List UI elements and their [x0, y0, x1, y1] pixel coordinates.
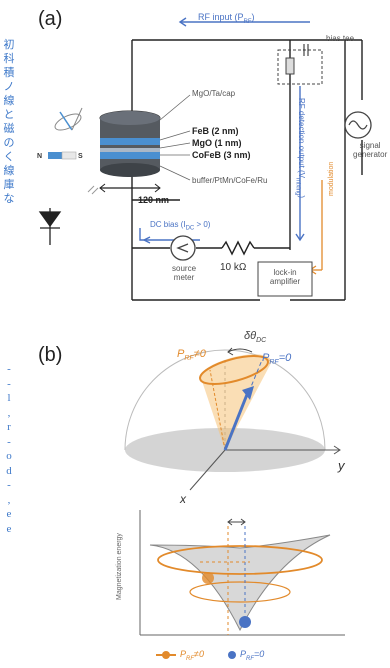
width-label: 120 nm: [138, 195, 170, 205]
side-char: e: [6, 522, 12, 535]
side-char: 線: [3, 165, 15, 177]
panel-b-label: (b): [38, 344, 63, 366]
side-char: e: [6, 508, 12, 520]
axis-y-label: y: [338, 458, 345, 473]
layer-mgo: MgO (1 nm): [192, 138, 242, 148]
modulation-label: modulation: [328, 161, 335, 196]
side-char: -: [7, 435, 11, 448]
side-char: -: [7, 479, 11, 491]
diode-icon: [38, 208, 62, 245]
lockin-box: [257, 261, 313, 297]
magnet-s-label: S: [78, 153, 83, 160]
resistor-label: 10 kΩ: [220, 262, 247, 273]
circuit-diagram: [38, 17, 372, 301]
side-char: 初: [3, 39, 15, 51]
side-char: く: [3, 151, 15, 163]
side-char: 磁: [3, 123, 15, 135]
side-char: 積: [3, 67, 15, 79]
layer-feb: FeB (2 nm): [192, 126, 239, 136]
side-char: 科: [3, 53, 15, 65]
layer-buffer: buffer/PtMn/CoFe/Ru: [192, 176, 268, 185]
axis-x-label: x: [180, 492, 186, 506]
resistor-icon: [221, 240, 255, 256]
lockin-label: lock-in amplifier: [269, 268, 301, 286]
side-char: と: [3, 109, 15, 121]
side-char: r: [7, 421, 11, 433]
layer-cofeb: CoFeB (3 nm): [192, 150, 251, 160]
side-char: -: [7, 377, 11, 390]
legend-zero: PRF=0: [240, 649, 265, 662]
source-meter-label: source meter: [172, 264, 197, 282]
side-text-bottom: - - l , r - o d - , e e: [0, 362, 18, 536]
side-char: な: [3, 193, 15, 205]
side-char: 線: [3, 95, 15, 107]
side-char: の: [3, 137, 15, 149]
side-char: d: [6, 464, 12, 477]
p-rf-nonzero-label: PRF≠0: [177, 348, 206, 363]
axis-energy-label: Magnetization energy: [116, 533, 123, 600]
side-char: l: [7, 392, 11, 404]
side-char: 庫: [3, 179, 15, 191]
p-rf-zero-label: PRF=0: [262, 352, 292, 367]
precession-diagram: [124, 347, 345, 659]
side-char: ノ: [3, 81, 15, 93]
mtj-stack: [99, 110, 161, 177]
side-text-top: 初 科 積 ノ 線 と 磁 の く 線 庫 な: [0, 38, 18, 206]
layer-cap: MgO/Ta/cap: [192, 89, 236, 98]
rf-detection-label: RF detection output (Vmixing): [294, 98, 306, 199]
spin-cone-icon: [54, 107, 83, 131]
side-char: o: [6, 450, 12, 462]
bias-tee-label: bias tee: [326, 34, 355, 43]
signal-generator-label: signal generator: [353, 141, 388, 159]
magnet-n-label: N: [37, 153, 43, 160]
side-char: -: [7, 363, 11, 375]
source-meter-icon: [170, 235, 196, 261]
side-char: ,: [7, 406, 11, 419]
legend-nonzero: PRF≠0: [180, 649, 204, 662]
dc-bias-label: DC bias (IDC > 0): [150, 220, 211, 232]
delta-theta-label: δθDC: [244, 330, 267, 345]
rf-input-label: RF input (PRF): [198, 12, 255, 25]
side-char: ,: [7, 493, 11, 506]
panel-a-label: (a): [38, 8, 63, 30]
